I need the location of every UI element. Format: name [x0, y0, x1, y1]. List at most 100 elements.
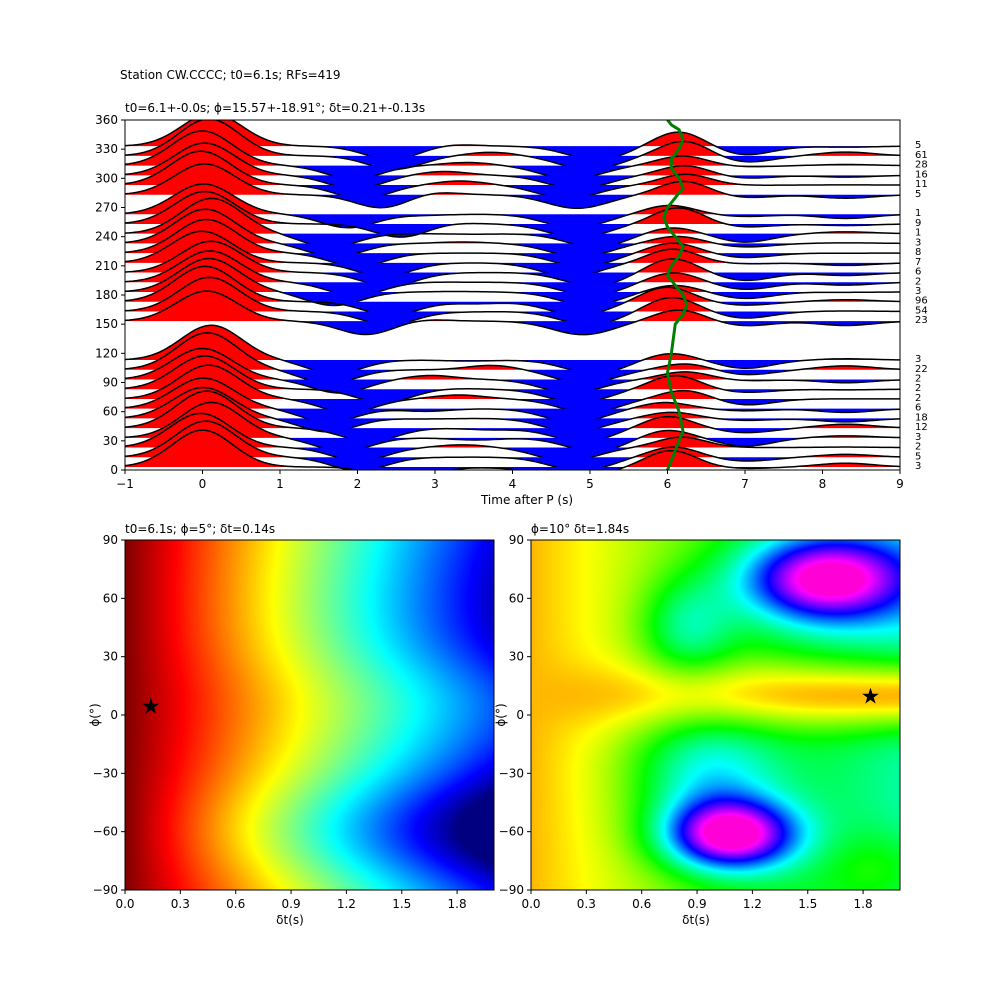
rf-x-tick-label: 9	[896, 477, 904, 491]
rf-positive-fill	[125, 430, 900, 467]
rf-trace	[125, 412, 900, 462]
heatmap-y-tick-label: −90	[499, 883, 524, 897]
rf-negative-fill	[125, 447, 900, 462]
rf-negative-fill	[125, 467, 900, 470]
rf-y-tick-label: 180	[95, 288, 118, 302]
rf-trace	[125, 142, 900, 190]
rf-bin-count: 16	[915, 169, 928, 180]
heatmap-x-tick-label: 1.5	[392, 897, 411, 911]
rf-bin-count: 3	[915, 354, 921, 365]
rf-trace	[125, 250, 900, 297]
heatmap-right-best-star: ★	[861, 685, 881, 710]
rf-bin-count: 9	[915, 218, 921, 229]
rf-x-tick-label: 4	[509, 477, 517, 491]
rf-trace	[125, 401, 900, 453]
rf-trace	[125, 290, 900, 336]
rf-negative-fill	[125, 165, 900, 180]
rf-trace	[125, 265, 900, 316]
heatmap-right-ticks: 0.0 0.3 0.6 0.9 1.2 1.5 1.8 −90 −60 −30 0 30 60 90	[499, 533, 873, 911]
t0-curve-line	[662, 120, 689, 470]
heatmap-x-tick-label: 0.0	[115, 897, 134, 911]
rf-negative-fill	[125, 457, 900, 470]
heatmap-y-tick-label: −60	[93, 825, 118, 839]
rf-trace	[125, 230, 900, 278]
heatmap-x-tick-label: 0.9	[282, 897, 301, 911]
rf-negative-fill	[125, 175, 900, 189]
heatmap-y-tick-label: −90	[93, 883, 118, 897]
rf-trace	[125, 120, 900, 161]
rf-bin-count: 12	[915, 422, 928, 433]
heatmap-x-tick-label: 1.8	[448, 897, 467, 911]
rf-negative-fill	[125, 214, 900, 228]
heatmap-y-tick-label: 60	[509, 591, 524, 605]
rf-negative-fill	[125, 282, 900, 296]
rf-x-tick-label: 1	[276, 477, 284, 491]
rf-negative-fill	[125, 253, 900, 267]
rf-negative-fill	[125, 272, 900, 287]
rf-trace	[125, 332, 900, 385]
rf-negative-fill	[125, 321, 900, 335]
heatmap-left-ticks: 0.0 0.3 0.6 0.9 1.2 1.5 1.8 −90 −60 −30 0 30 60 90	[93, 533, 467, 911]
rf-x-tick-label: 3	[431, 477, 439, 491]
rf-bin-count: 5	[915, 140, 921, 151]
rf-bin-count: 5	[915, 451, 921, 462]
rf-y-tick-label: 120	[95, 346, 118, 360]
rf-x-tick-label: 7	[741, 477, 749, 491]
heatmap-left-best-star: ★	[141, 694, 161, 719]
heatmap-right-x-label: δt(s)	[682, 913, 710, 927]
heatmap-right-y-label: ϕ(°)	[494, 703, 508, 726]
heatmap-left-image	[125, 540, 494, 890]
rf-trace	[125, 218, 900, 268]
rf-positive-fill	[125, 291, 900, 322]
rf-y-tick-label: 360	[95, 113, 118, 127]
heatmap-right-image	[531, 540, 900, 890]
heatmap-x-tick-label: 0.3	[171, 897, 190, 911]
heatmap-x-tick-label: 1.2	[337, 897, 356, 911]
rf-y-tick-label: 240	[95, 230, 118, 244]
rf-x-tick-label: −1	[116, 477, 134, 491]
rf-x-tick-label: 6	[664, 477, 672, 491]
rf-bin-count: 2	[915, 393, 921, 404]
rf-bin-count: 3	[915, 432, 921, 443]
heatmap-y-tick-label: −30	[499, 766, 524, 780]
heatmap-x-tick-label: 1.5	[798, 897, 817, 911]
heatmap-x-tick-label: 1.8	[854, 897, 873, 911]
rf-trace	[125, 257, 900, 307]
rf-y-tick-label: 150	[95, 317, 118, 331]
heatmap-left-title: t0=6.1s; ϕ=5°; δt=0.14s	[125, 522, 275, 536]
rf-trace	[125, 429, 900, 470]
heatmap-y-tick-label: 0	[516, 708, 524, 722]
heatmap-y-tick-label: 90	[509, 533, 524, 547]
rf-trace	[125, 324, 900, 375]
t0-curve	[662, 120, 689, 470]
rf-y-tick-label: 90	[103, 376, 118, 390]
rf-trace	[125, 347, 900, 394]
heatmap-x-tick-label: 0.6	[632, 897, 651, 911]
rf-y-tick-label: 60	[103, 405, 118, 419]
rf-trace	[125, 390, 900, 443]
rf-trace	[125, 183, 900, 229]
rf-bin-count: 2	[915, 442, 921, 453]
rf-trace	[125, 163, 900, 210]
rf-trace	[125, 420, 900, 470]
rf-x-tick-label: 5	[586, 477, 594, 491]
heatmap-y-tick-label: 30	[509, 650, 524, 664]
rf-bin-count: 54	[915, 305, 928, 316]
heatmap-left-x-label: δt(s)	[276, 913, 304, 927]
rf-bin-count: 18	[915, 412, 928, 423]
heatmap-x-tick-label: 0.0	[521, 897, 540, 911]
heatmap-left-y-label: ϕ(°)	[88, 703, 102, 726]
rf-trace	[125, 197, 900, 248]
rf-trace	[125, 377, 900, 423]
heatmap-right-title: ϕ=10° δt=1.84s	[531, 522, 629, 536]
rf-bin-count: 11	[915, 179, 928, 190]
rf-bin-count: 7	[915, 257, 921, 268]
rf-trace	[125, 276, 900, 326]
rf-bin-count: 2	[915, 276, 921, 287]
rf-trace	[125, 208, 900, 258]
rf-y-tick-label: 30	[103, 434, 118, 448]
heatmap-y-tick-label: 0	[110, 708, 118, 722]
rf-y-tick-label: 0	[110, 463, 118, 477]
